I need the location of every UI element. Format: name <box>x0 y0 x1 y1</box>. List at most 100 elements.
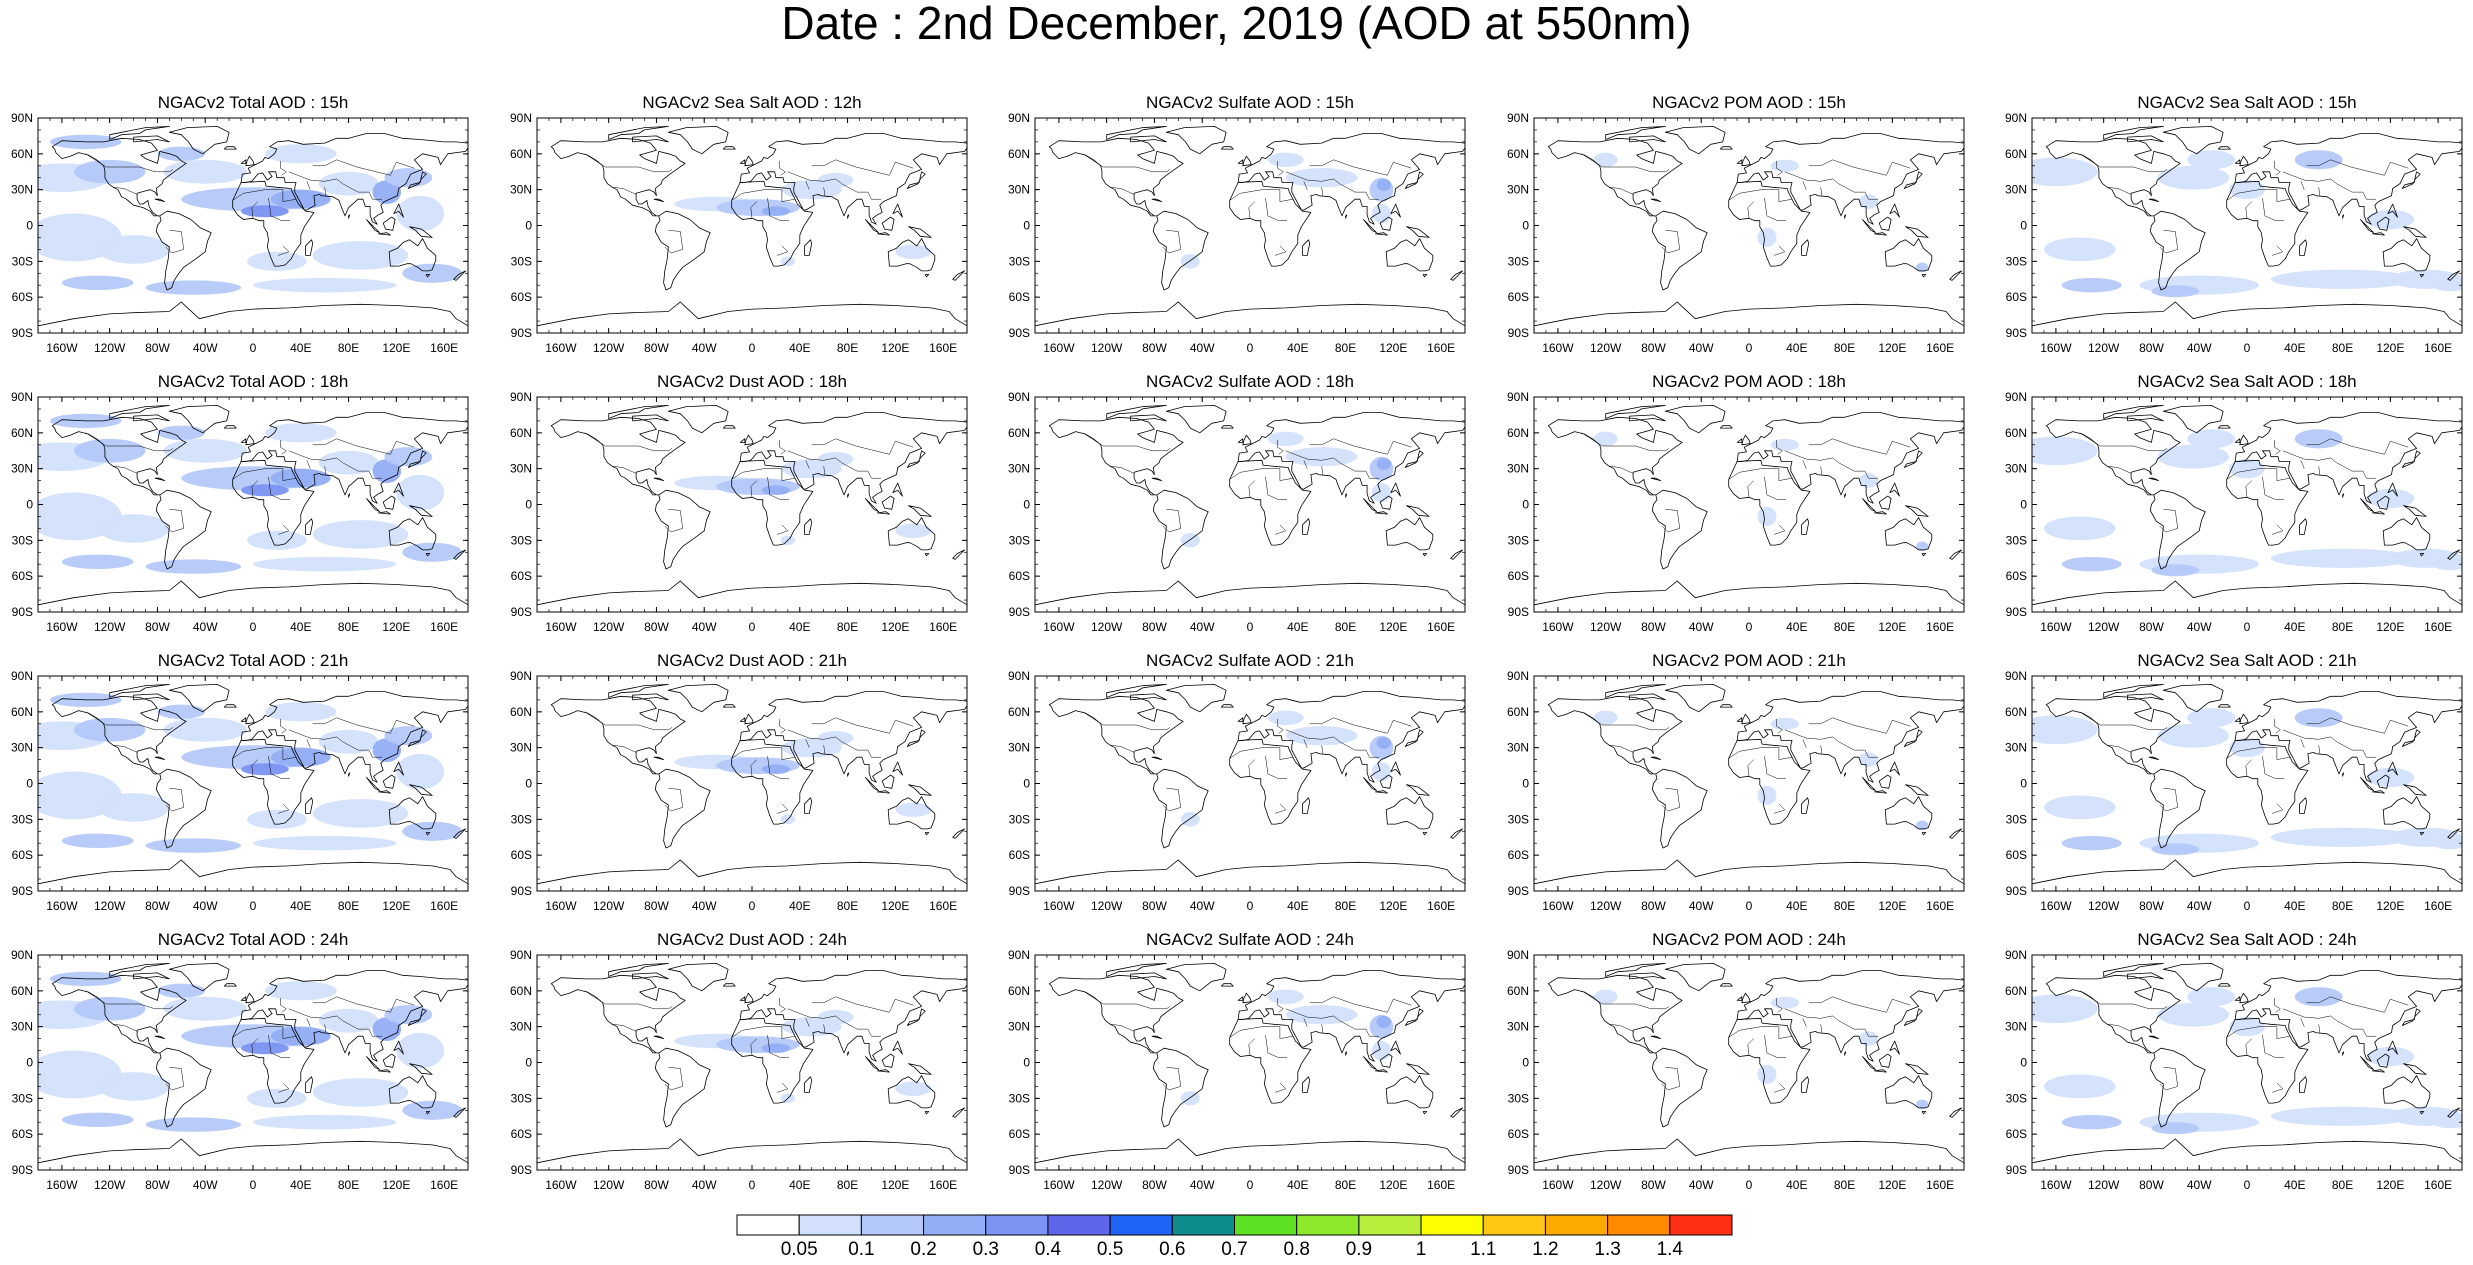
coastline <box>1605 125 1666 140</box>
coastline <box>1237 438 1244 443</box>
country-border <box>2079 153 2168 173</box>
coastline <box>952 1107 966 1118</box>
coastline <box>1889 1040 1900 1055</box>
lat-tick-label: 90S <box>12 884 33 898</box>
country-border <box>779 998 786 1013</box>
lon-tick-label: 40W <box>2187 899 2212 913</box>
lon-tick-label: 0 <box>1746 1178 1753 1192</box>
aod-contour <box>2157 1002 2230 1027</box>
lat-tick-label: 30S <box>1508 812 1529 826</box>
lat-tick-label: 60N <box>1008 984 1030 998</box>
coastline <box>739 159 746 164</box>
country-border <box>1774 1082 1786 1093</box>
country-border <box>2226 747 2291 760</box>
coastline <box>377 1069 391 1073</box>
aod-contour <box>1858 194 1878 209</box>
coastline <box>1547 137 1683 217</box>
lon-tick-label: 40W <box>692 1178 717 1192</box>
coastline <box>1152 489 1209 570</box>
panel-title: NGACv2 Dust AOD : 24h <box>657 930 847 949</box>
country-border <box>2079 432 2168 452</box>
coastline <box>1237 159 1244 164</box>
aod-contour <box>2366 767 2415 788</box>
panel-title: NGACv2 POM AOD : 18h <box>1652 372 1846 391</box>
panel-title: NGACv2 Sulfate AOD : 15h <box>1146 93 1354 112</box>
coastline <box>155 489 212 570</box>
coastline <box>1242 713 1252 725</box>
coastline <box>1741 713 1751 725</box>
aod-contour <box>253 278 397 293</box>
coastline <box>1390 482 1401 497</box>
lon-tick-label: 40E <box>1287 620 1308 634</box>
lon-tick-label: 40E <box>1786 620 1807 634</box>
coastlines <box>1534 962 1964 1170</box>
coastlines <box>1035 404 1465 612</box>
aod-field <box>2032 708 2462 856</box>
lon-tick-label: 120W <box>94 1178 126 1192</box>
colorbar-label: 1.1 <box>1470 1239 1496 1260</box>
lat-tick-label: 0 <box>1023 219 1030 233</box>
coastline <box>223 425 237 429</box>
lat-tick-label: 30S <box>511 1091 532 1105</box>
country-border <box>2262 197 2284 221</box>
lon-tick-label: 80W <box>2139 341 2164 355</box>
coastline <box>2403 1063 2427 1075</box>
lon-tick-label: 0 <box>749 1178 756 1192</box>
coastline <box>952 828 966 839</box>
coastline <box>2226 738 2309 825</box>
lat-tick-label: 30N <box>2005 183 2027 197</box>
colorbar-swatch <box>1420 1214 1484 1236</box>
aod-contour <box>1371 1041 1391 1061</box>
lat-tick-label: 90S <box>511 326 532 340</box>
coastline <box>744 992 754 1004</box>
coastline <box>1422 553 1428 557</box>
lon-tick-label: 40E <box>789 1178 810 1192</box>
coastline <box>887 238 936 272</box>
coastline <box>1862 1056 1877 1071</box>
coastline <box>887 796 936 830</box>
coastlines <box>38 962 468 1170</box>
coastline <box>409 784 433 796</box>
aod-contour <box>1770 438 1800 451</box>
country-border <box>1784 171 1878 200</box>
country-border <box>1229 747 1294 760</box>
coastline <box>1035 301 1465 333</box>
country-border <box>1609 187 1634 195</box>
coastline <box>1220 146 1234 150</box>
lat-tick-label: 90S <box>12 326 33 340</box>
lat-tick-label: 30N <box>1507 1020 1529 1034</box>
aod-contour <box>402 263 463 283</box>
lon-tick-label: 160W <box>46 620 78 634</box>
country-border <box>2107 1024 2132 1032</box>
coastline <box>38 580 468 612</box>
aod-contour <box>817 451 854 467</box>
colorbar-swatch <box>1482 1214 1546 1236</box>
country-border <box>288 171 382 200</box>
coastline <box>2103 404 2164 419</box>
coastline <box>2234 438 2241 443</box>
map-panel: NGACv2 Sulfate AOD : 24h 90N 60N 30N 0 30S 60S… <box>1008 930 1466 1192</box>
country-border <box>306 739 311 748</box>
coastline <box>1450 270 1464 281</box>
coastline <box>51 416 187 496</box>
lon-tick-label: 80E <box>1335 620 1356 634</box>
country-border <box>2107 745 2132 753</box>
world-map: 90N 60N 30N 0 30S 60S 90S 160W 120W 80W 40W 0 40E 80E… <box>1008 390 1466 634</box>
coastline <box>1363 777 1378 792</box>
coastline <box>924 553 930 557</box>
aod-contour <box>2294 987 2343 1007</box>
panel-title: NGACv2 Total AOD : 15h <box>157 93 349 112</box>
lat-tick-label: 90N <box>1507 390 1529 404</box>
aod-contour <box>253 836 397 851</box>
coastline <box>1801 239 1810 256</box>
lat-tick-label: 90N <box>1008 948 1030 962</box>
lat-tick-label: 90N <box>1008 111 1030 125</box>
coastline <box>632 693 669 701</box>
aod-contour <box>2032 436 2098 466</box>
country-border <box>2274 440 2281 455</box>
world-map: 90N 60N 30N 0 30S 60S 90S 160W 120W 80W 40W 0 40E 80E… <box>1008 669 1466 913</box>
lon-tick-label: 120W <box>1590 1178 1622 1192</box>
country-border <box>1747 201 1754 219</box>
lon-tick-label: 40E <box>1287 899 1308 913</box>
world-map: 90N 60N 30N 0 30S 60S 90S 160W 120W 80W 40W 0 40E 80E… <box>1008 948 1466 1192</box>
